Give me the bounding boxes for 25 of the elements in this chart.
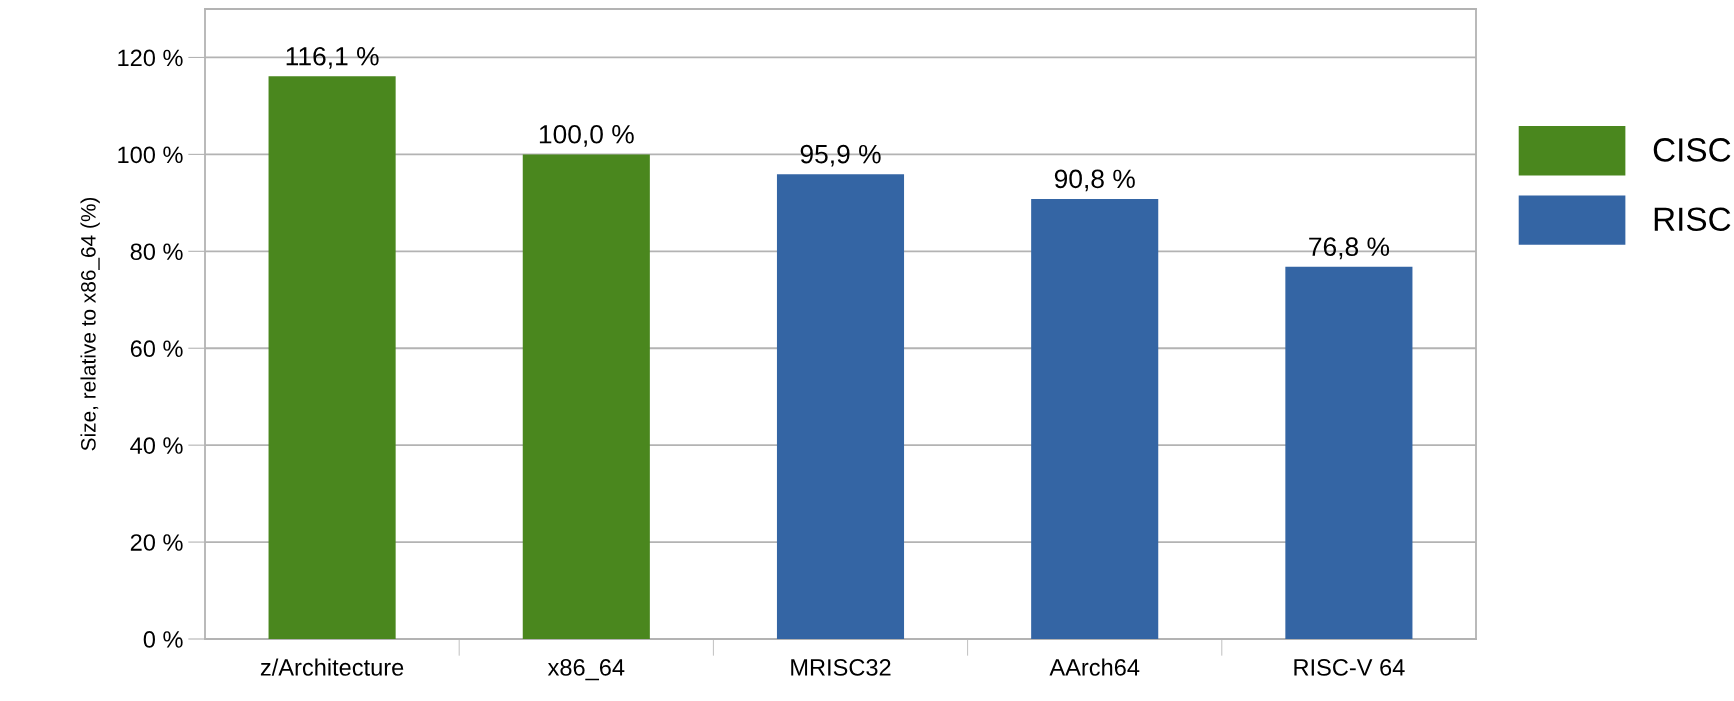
x-tick-label: x86_64 [547,659,625,681]
x-tick-label: RISC-V 64 [1294,659,1405,676]
bar [268,76,396,639]
data-label: 76,8 % [1309,237,1390,260]
legend-label: RISC [1654,207,1731,232]
data-label: 90,8 % [1054,169,1135,192]
x-tick-label: z/Architecture [260,658,404,676]
y-tick-label: 0 % [143,631,183,648]
x-tick-label: MRISC32 [791,659,891,676]
bar [522,154,650,639]
bar [1031,198,1159,639]
y-tick-label: 60 % [130,340,183,358]
y-tick-label: 80 % [130,243,183,261]
y-tick-label: 100 % [118,146,183,164]
data-label: 100,0 % [539,124,634,147]
y-axis-title: Size, relative to x86_64 (%) [80,197,100,451]
bar [776,174,905,639]
data-label: 95,9 % [800,144,881,167]
bar [1285,266,1413,639]
data-label: 116,1 % [286,46,379,69]
y-tick-label: 40 % [130,437,183,454]
y-tick-label: 120 % [118,49,183,67]
x-tick-label: AArch64 [1049,658,1140,676]
y-tick-label: 20 % [130,534,183,551]
legend-label: CISC [1653,138,1731,162]
